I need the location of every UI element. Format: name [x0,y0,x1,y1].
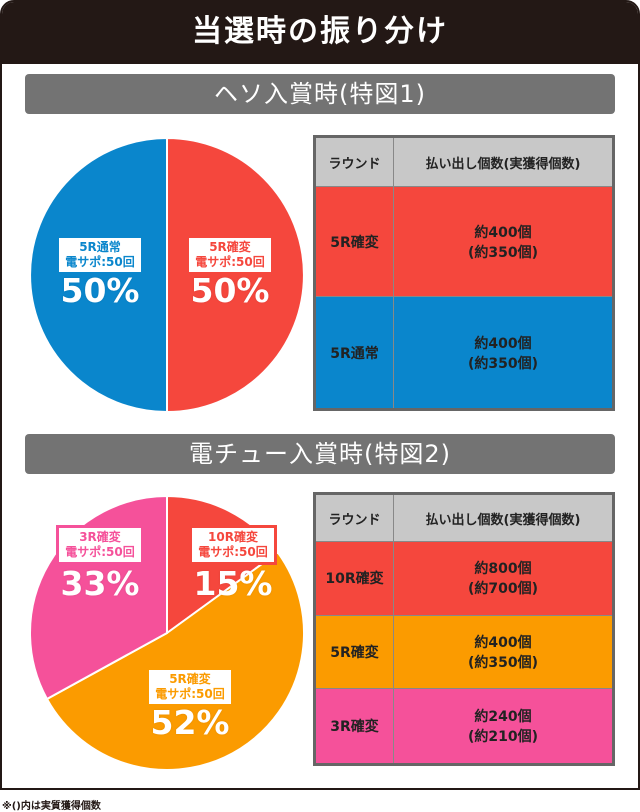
pie2-label-3r: 3R確変 電サポ:50回 33% [45,525,155,603]
slice-percent: 33% [60,564,140,603]
header-payout: 払い出し個数(実獲得個数) [393,493,614,542]
actual: (約210個) [467,729,539,746]
footnote: ※()内は実質獲得個数 [2,801,101,812]
actual: (約700個) [467,581,539,598]
slice-label: 3R確変 [79,530,121,544]
slice-sub: 電サポ:50回 [195,255,265,269]
round-cell: 5R通常 [314,296,394,410]
payout-cell: 約800個 (約700個) [393,541,614,616]
slice-label: 5R確変 [169,672,211,686]
slice-label: 10R確変 [208,530,258,544]
pie-chart-1 [29,136,305,414]
frame: 当選時の振り分け [0,0,640,790]
section-title-2: 電チュー入賞時(特図2) [25,434,615,474]
payout-cell: 約240個 (約210個) [393,688,614,765]
pie-slice-5R通常 [29,136,168,414]
section-title-1: ヘソ入賞時(特図1) [25,74,615,114]
payout-cell: 約400個 (約350個) [393,296,614,410]
actual: (約350個) [467,355,539,372]
page-title: 当選時の振り分け [2,2,638,64]
slice-percent: 52% [150,703,230,742]
table-row: 10R確変 約800個 (約700個) [314,541,614,616]
table-row: 5R通常 約400個 (約350個) [314,296,614,410]
payout: 約400個 [474,335,532,352]
slice-percent: 15% [193,564,273,603]
slice-sub: 電サポ:50回 [198,545,268,559]
pie2-label-5r: 5R確変 電サポ:50回 52% [135,670,245,742]
payout-cell: 約400個 (約350個) [393,185,614,298]
pie-slice-5R確変 [45,551,305,771]
slice-sub: 電サポ:50回 [155,687,225,701]
payout: 約240個 [474,709,532,726]
pie-slice-5R確変 [166,136,305,414]
header-round: ラウンド [314,493,394,542]
pie1-label-5r-kakuhen: 5R確変 電サポ:50回 50% [180,238,280,310]
header-round: ラウンド [314,136,394,187]
pie2-label-10r: 10R確変 電サポ:50回 15% [178,525,288,603]
slice-sub: 電サポ:50回 [65,545,135,559]
payout-table-2: ラウンド 払い出し個数(実獲得個数) 10R確変 約800個 (約700個) 5R確変… [313,492,615,766]
round-cell: 5R確変 [314,614,394,690]
payout: 約400個 [474,224,532,241]
payout-cell: 約400個 (約350個) [393,614,614,690]
round-cell: 10R確変 [314,541,394,616]
round-cell: 5R確変 [314,185,394,298]
payout-table-1: ラウンド 払い出し個数(実獲得個数) 5R確変 約400個 (約350個) 5R通常約… [313,135,615,411]
pie1-label-5r-normal: 5R通常 電サポ:50回 50% [50,238,150,310]
actual: (約350個) [467,244,539,261]
payout: 約800個 [474,561,532,578]
table-row: 3R確変 約240個 (約210個) [314,688,614,765]
slice-label: 5R通常 [79,240,121,254]
table-row: 5R確変 約400個 (約350個) [314,185,614,298]
slice-percent: 50% [60,271,140,310]
round-cell: 3R確変 [314,688,394,765]
slice-percent: 50% [190,271,270,310]
slice-sub: 電サポ:50回 [65,255,135,269]
payout: 約400個 [474,635,532,652]
header-payout: 払い出し個数(実獲得個数) [393,136,614,187]
slice-label: 5R確変 [209,240,251,254]
table-row: 5R確変 約400個 (約350個) [314,614,614,690]
actual: (約350個) [467,655,539,672]
